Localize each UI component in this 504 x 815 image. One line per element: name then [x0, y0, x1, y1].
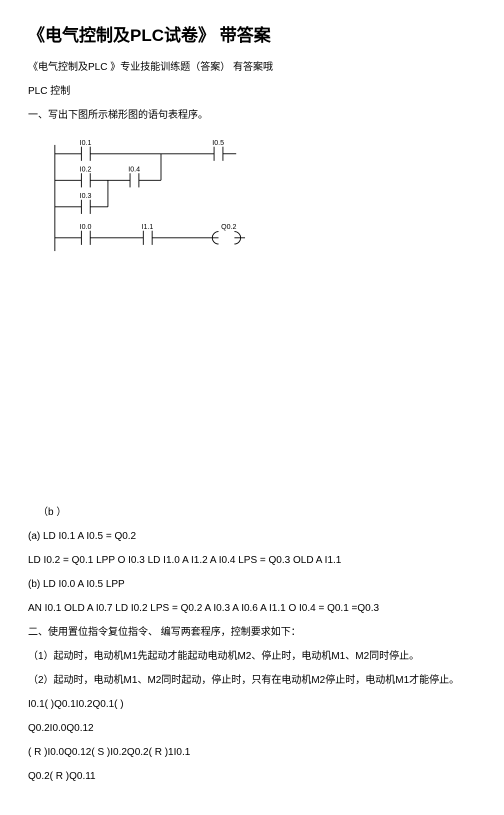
req-2: （2）起动时，电动机M1、M2同时起动，停止时，只有在电动机M2停止时，电动机M… [28, 671, 476, 691]
label-i01: I0.1 [80, 140, 92, 147]
label-q02: Q0.2 [221, 224, 236, 231]
answer-a-line2: LD I0.2 = Q0.1 LPP O I0.3 LD I1.0 A I1.2… [28, 551, 476, 571]
label-i11: I1.1 [142, 224, 154, 231]
code-line-4: Q0.2( R )Q0.11 [28, 767, 476, 787]
req-1: （1）起动时，电动机M1先起动才能起动电动机M2、停止时，电动机M1、M2同时停… [28, 647, 476, 667]
question-1-prompt: 一、写出下图所示梯形图的语句表程序。 [28, 106, 476, 126]
label-i03: I0.3 [80, 193, 92, 200]
code-line-2: Q0.2I0.0Q0.12 [28, 719, 476, 739]
code-line-3: ( R )I0.0Q0.12( S )I0.2Q0.2( R )1I0.1 [28, 743, 476, 763]
diagram-b-label: （b ） [28, 503, 476, 523]
ladder-diagram: I0.1 I0.5 I0.2 I0.4 I0.3 I0.0 I1.1 Q0.2 [46, 136, 286, 268]
label-i02: I0.2 [80, 166, 92, 173]
label-i05: I0.5 [212, 140, 224, 147]
label-i00: I0.0 [80, 224, 92, 231]
label-i04: I0.4 [128, 166, 140, 173]
answer-b-line1: (b) LD I0.0 A I0.5 LPP [28, 575, 476, 595]
question-2-prompt: 二、使用置位指令复位指令、 编写两套程序，控制要求如下： [28, 623, 476, 643]
answer-b-line2: AN I0.1 OLD A I0.7 LD I0.2 LPS = Q0.2 A … [28, 599, 476, 619]
answer-a-line1: (a) LD I0.1 A I0.5 = Q0.2 [28, 527, 476, 547]
code-line-1: I0.1( )Q0.1I0.2Q0.1( ) [28, 695, 476, 715]
page-title: 《电气控制及PLC试卷》 带答案 [28, 24, 476, 48]
subtitle-line: 《电气控制及PLC 》专业技能训练题（答案） 有答案哦 [28, 58, 476, 78]
plc-control-label: PLC 控制 [28, 82, 476, 102]
